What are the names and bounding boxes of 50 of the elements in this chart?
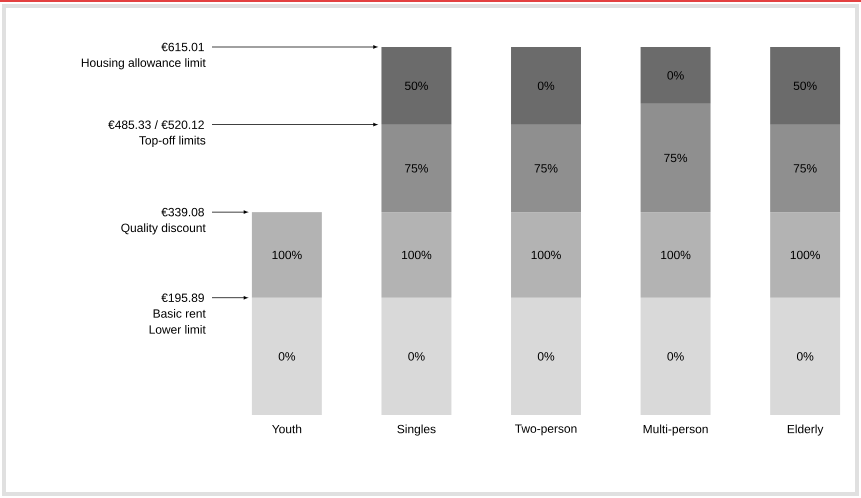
bar [252, 298, 322, 415]
x-tick-label: Two-person [515, 424, 576, 436]
bar [252, 212, 322, 298]
x-tick-label: Elderly [788, 424, 824, 436]
annotation: 50% [794, 82, 817, 90]
annotation: 0% [538, 82, 554, 90]
x-tick-label: Youth [272, 424, 302, 434]
annotation: 100% [790, 250, 820, 260]
bar [381, 124, 452, 212]
annotation: 0% [538, 352, 554, 361]
bar [640, 298, 711, 415]
bar [770, 298, 840, 415]
x-tick-label: Singles [397, 424, 436, 436]
annotation: 0% [408, 352, 425, 361]
x-tick-label: Multi-person [644, 424, 708, 436]
text: Top-off limits [139, 136, 206, 147]
bar [770, 47, 840, 125]
annotation: 0% [278, 352, 296, 361]
annotation: 0% [667, 352, 684, 361]
bar [640, 104, 711, 212]
annotation: 100% [272, 250, 302, 260]
bar [511, 212, 581, 298]
bar [381, 212, 452, 298]
annotation: 100% [661, 250, 690, 260]
bar [640, 212, 711, 298]
bar [511, 47, 581, 125]
y-tick-label: €339.08 [161, 208, 204, 216]
annotation: 0% [667, 71, 684, 80]
y-tick-label: €485.33 / €520.12 [108, 120, 204, 129]
bar [770, 212, 840, 298]
y-tick-label: €615.01 [161, 42, 204, 52]
bar [381, 47, 452, 125]
text: Basic rent [154, 308, 206, 318]
annotation: 75% [534, 164, 558, 173]
annotation: 0% [796, 352, 814, 361]
y-tick-label: €195.89 [161, 294, 204, 302]
bar [640, 47, 711, 104]
annotation: 100% [402, 250, 432, 260]
text: Lower limit [150, 324, 206, 334]
annotation: 75% [794, 164, 817, 173]
text: Quality discount [121, 223, 206, 234]
annotation: 50% [404, 82, 428, 90]
text: Housing allowance limit [82, 58, 206, 70]
bar [381, 298, 452, 415]
bar [511, 298, 581, 415]
bar [511, 124, 581, 212]
annotation: 75% [405, 164, 428, 173]
bar [770, 124, 840, 212]
annotation: 75% [664, 154, 688, 162]
annotation: 100% [532, 250, 561, 260]
